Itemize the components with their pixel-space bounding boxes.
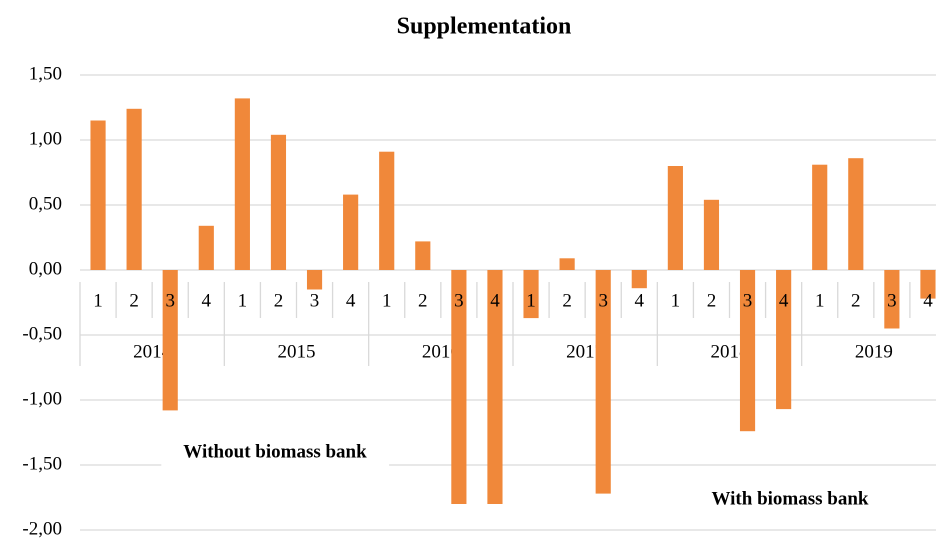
x-tick-label: 2 (129, 290, 139, 311)
y-tick-label: -1,00 (22, 388, 62, 409)
bar (306, 270, 323, 290)
x-tick-label: 4 (490, 290, 500, 311)
bar (523, 270, 539, 319)
y-tick-label: -1,50 (22, 453, 62, 474)
bar (198, 225, 214, 270)
x-tick-label: 4 (202, 290, 212, 311)
year-label: 2014 (133, 341, 172, 362)
bar (848, 158, 864, 270)
bar (739, 270, 756, 432)
bar (595, 270, 611, 494)
x-tick-label: 3 (165, 290, 175, 311)
x-tick-label: 3 (743, 290, 753, 311)
bar (343, 194, 359, 270)
bar (667, 166, 683, 270)
y-tick-label: 1,00 (29, 128, 62, 149)
bar (415, 241, 431, 270)
bar (884, 270, 900, 329)
y-tick-label: -2,00 (22, 518, 62, 539)
year-label: 2015 (278, 341, 316, 362)
year-label: 2016 (422, 341, 460, 362)
bar (162, 270, 178, 411)
bar (703, 199, 720, 270)
bar (126, 108, 142, 270)
y-tick-label: -0,50 (22, 323, 62, 344)
x-tick-label: 2 (851, 290, 861, 311)
annotation-background (689, 484, 891, 514)
bar (631, 270, 647, 289)
x-tick-label: 3 (887, 290, 897, 311)
x-tick-label: 2 (562, 290, 572, 311)
x-tick-label: 1 (671, 290, 681, 311)
x-tick-label: 2 (418, 290, 428, 311)
bar (776, 270, 792, 410)
y-tick-label: 0,50 (29, 193, 62, 214)
x-tick-label: 2 (274, 290, 284, 311)
bar (270, 134, 287, 270)
x-tick-label: 3 (598, 290, 608, 311)
bar (451, 270, 467, 504)
x-tick-label: 1 (382, 290, 392, 311)
chart-title: Supplementation (397, 14, 572, 40)
bar (90, 120, 106, 270)
y-tick-label: 1,50 (29, 63, 62, 84)
x-tick-label: 1 (93, 290, 103, 311)
bar (234, 98, 250, 271)
x-tick-label: 4 (635, 290, 645, 311)
bar (379, 151, 395, 270)
bar (487, 270, 503, 504)
x-tick-label: 4 (923, 290, 933, 311)
bar (812, 164, 828, 270)
year-label: 2018 (711, 341, 749, 362)
year-label: 2017 (566, 341, 604, 362)
x-tick-label: 1 (238, 290, 248, 311)
annotation: Without biomass bank (183, 441, 367, 462)
x-tick-label: 3 (454, 290, 464, 311)
annotation-background (161, 437, 390, 467)
y-tick-label: 0,00 (29, 258, 62, 279)
bar (920, 270, 936, 299)
x-tick-label: 4 (346, 290, 356, 311)
x-tick-label: 2 (707, 290, 717, 311)
x-tick-label: 1 (526, 290, 536, 311)
bar (559, 258, 575, 270)
x-tick-label: 4 (779, 290, 789, 311)
x-tick-label: 3 (310, 290, 320, 311)
year-label: 2019 (855, 341, 893, 362)
x-tick-label: 1 (815, 290, 825, 311)
annotation: With biomass bank (712, 488, 869, 509)
